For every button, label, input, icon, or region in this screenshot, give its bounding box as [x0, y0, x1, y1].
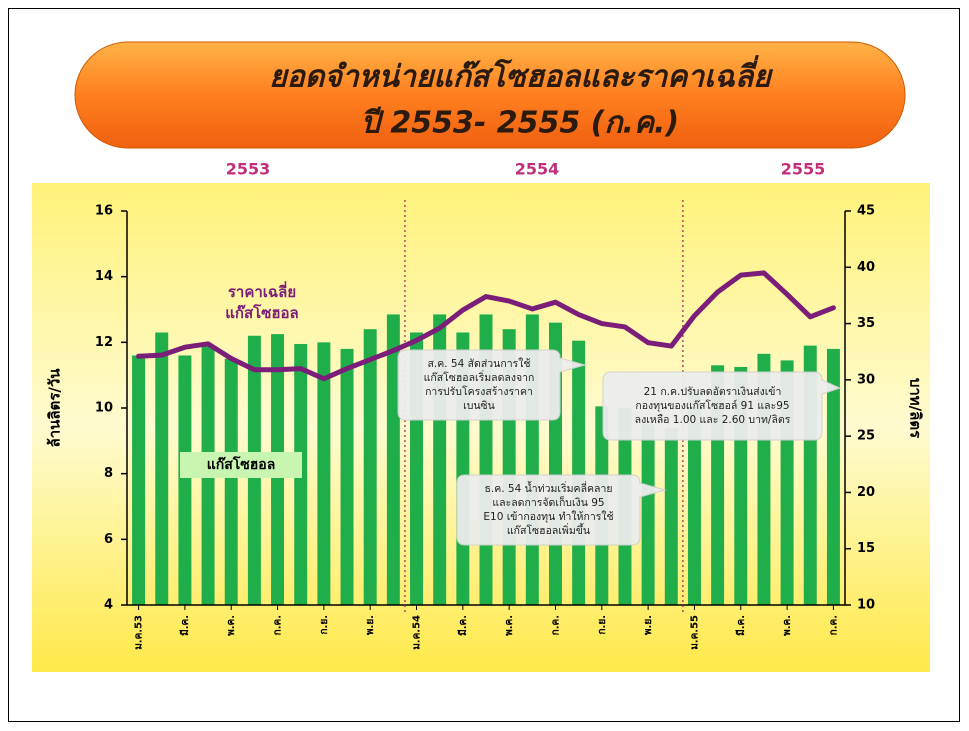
price-line — [136, 270, 836, 382]
chart-title: ยอดจำหน่ายแก๊สโซฮอลและราคาเฉลี่ย — [269, 55, 773, 95]
bar — [826, 348, 840, 605]
x-tick-label: มี.ค. — [735, 615, 747, 636]
callout-box — [456, 474, 667, 546]
bar — [687, 391, 701, 605]
x-tick-label: พ.ย. — [643, 615, 654, 635]
y-tick-label: 16 — [95, 204, 113, 219]
callout-text: ส.ค. 54 สัดส่วนการใช้ — [427, 357, 530, 370]
x-tick-label: พ.ค. — [226, 615, 237, 636]
y2-tick-label: 40 — [857, 260, 875, 275]
bar — [155, 332, 169, 605]
chart-title: ปี 2553- 2555 (ก.ค.) — [361, 106, 679, 141]
y-tick-label: 4 — [104, 598, 113, 613]
year-label: 2553 — [226, 160, 271, 179]
y-tick-label: 10 — [95, 401, 113, 416]
x-tick-label: พ.ค. — [782, 615, 793, 636]
callout-text: แก๊สโซฮอลเพิ่มขึ้น — [507, 523, 590, 537]
year-label: 2555 — [781, 160, 826, 179]
callout-text: แก๊สโซฮอลเริ่มลดลงจาก — [424, 370, 535, 384]
x-tick-label: มี.ค. — [179, 615, 191, 636]
x-tick-label: ม.ค.53 — [134, 615, 145, 650]
bar — [178, 355, 192, 605]
x-tick-label: พ.ย. — [365, 615, 376, 635]
callout-box — [602, 371, 842, 441]
y2-tick-label: 30 — [857, 372, 875, 387]
y2-tick-label: 25 — [857, 429, 875, 444]
bar — [641, 424, 655, 605]
x-tick-label: ก.ค. — [273, 615, 284, 635]
y-tick-label: 6 — [104, 532, 113, 547]
callout-text: ธ.ค. 54 น้ำท่วมเริ่มคลี่คลาย — [484, 481, 612, 495]
y2-tick-label: 15 — [857, 541, 875, 556]
x-tick-label: ก.ค. — [550, 615, 561, 635]
x-tick-label: ม.ค.54 — [412, 615, 423, 650]
callout-text: เบนซิน — [463, 400, 495, 412]
y-axis-title: ล้านลิตร/วัน — [46, 368, 64, 448]
bar — [386, 314, 400, 605]
bar — [317, 342, 331, 605]
bar — [664, 427, 678, 605]
bar-label-box — [180, 452, 302, 478]
year-label: 2554 — [515, 160, 560, 179]
callout-box — [397, 349, 587, 421]
bar — [224, 358, 238, 605]
y-tick-label: 12 — [95, 335, 113, 350]
callout-text: การปรับโครงสร้างราคา — [425, 385, 533, 398]
x-tick-label: ก.ย. — [319, 615, 330, 635]
y2-tick-label: 45 — [857, 204, 875, 219]
bar — [132, 355, 146, 605]
x-tick-label: ก.ย. — [597, 615, 608, 635]
bar — [572, 340, 586, 605]
y2-tick-label: 10 — [857, 598, 875, 613]
x-tick-label: มี.ค. — [457, 615, 469, 636]
plot: 2553 2554 2555 4 6 8 10 12 14 16 10 15 20 25 30 35 40 45 ม… — [46, 160, 925, 650]
y2-tick-label: 35 — [857, 316, 875, 331]
x-tick-label: ก.ค. — [828, 615, 839, 635]
bar — [340, 348, 354, 605]
y2-tick-label: 20 — [857, 485, 875, 500]
callout-text: E10 เข้ากองทุน ทำให้การใช้ — [483, 510, 613, 523]
bar-label: แก๊สโซฮอล — [207, 455, 276, 473]
x-tick-label: ม.ค.55 — [689, 615, 700, 650]
y2-axis-title: บาท/ลิตร — [907, 378, 925, 439]
callout-text: กองทุนของแก๊สโซฮอล์ 91 และ95 — [635, 399, 789, 412]
y-tick-label: 14 — [95, 269, 113, 284]
callout-text: ลงเหลือ 1.00 และ 2.60 บาท/ลิตร — [635, 413, 791, 426]
bar — [363, 329, 377, 605]
callout-text: และลดการจัดเก็บเงิน 95 — [492, 495, 604, 509]
callout-text: 21 ก.ค.ปรับลดอัตราเงินส่งเข้า — [644, 386, 782, 398]
title-banner — [74, 41, 906, 149]
x-tick-label: พ.ค. — [504, 615, 515, 636]
y-tick-label: 8 — [104, 466, 113, 481]
line-label: ราคาเฉลี่ยแก๊สโซฮอล — [225, 281, 299, 322]
